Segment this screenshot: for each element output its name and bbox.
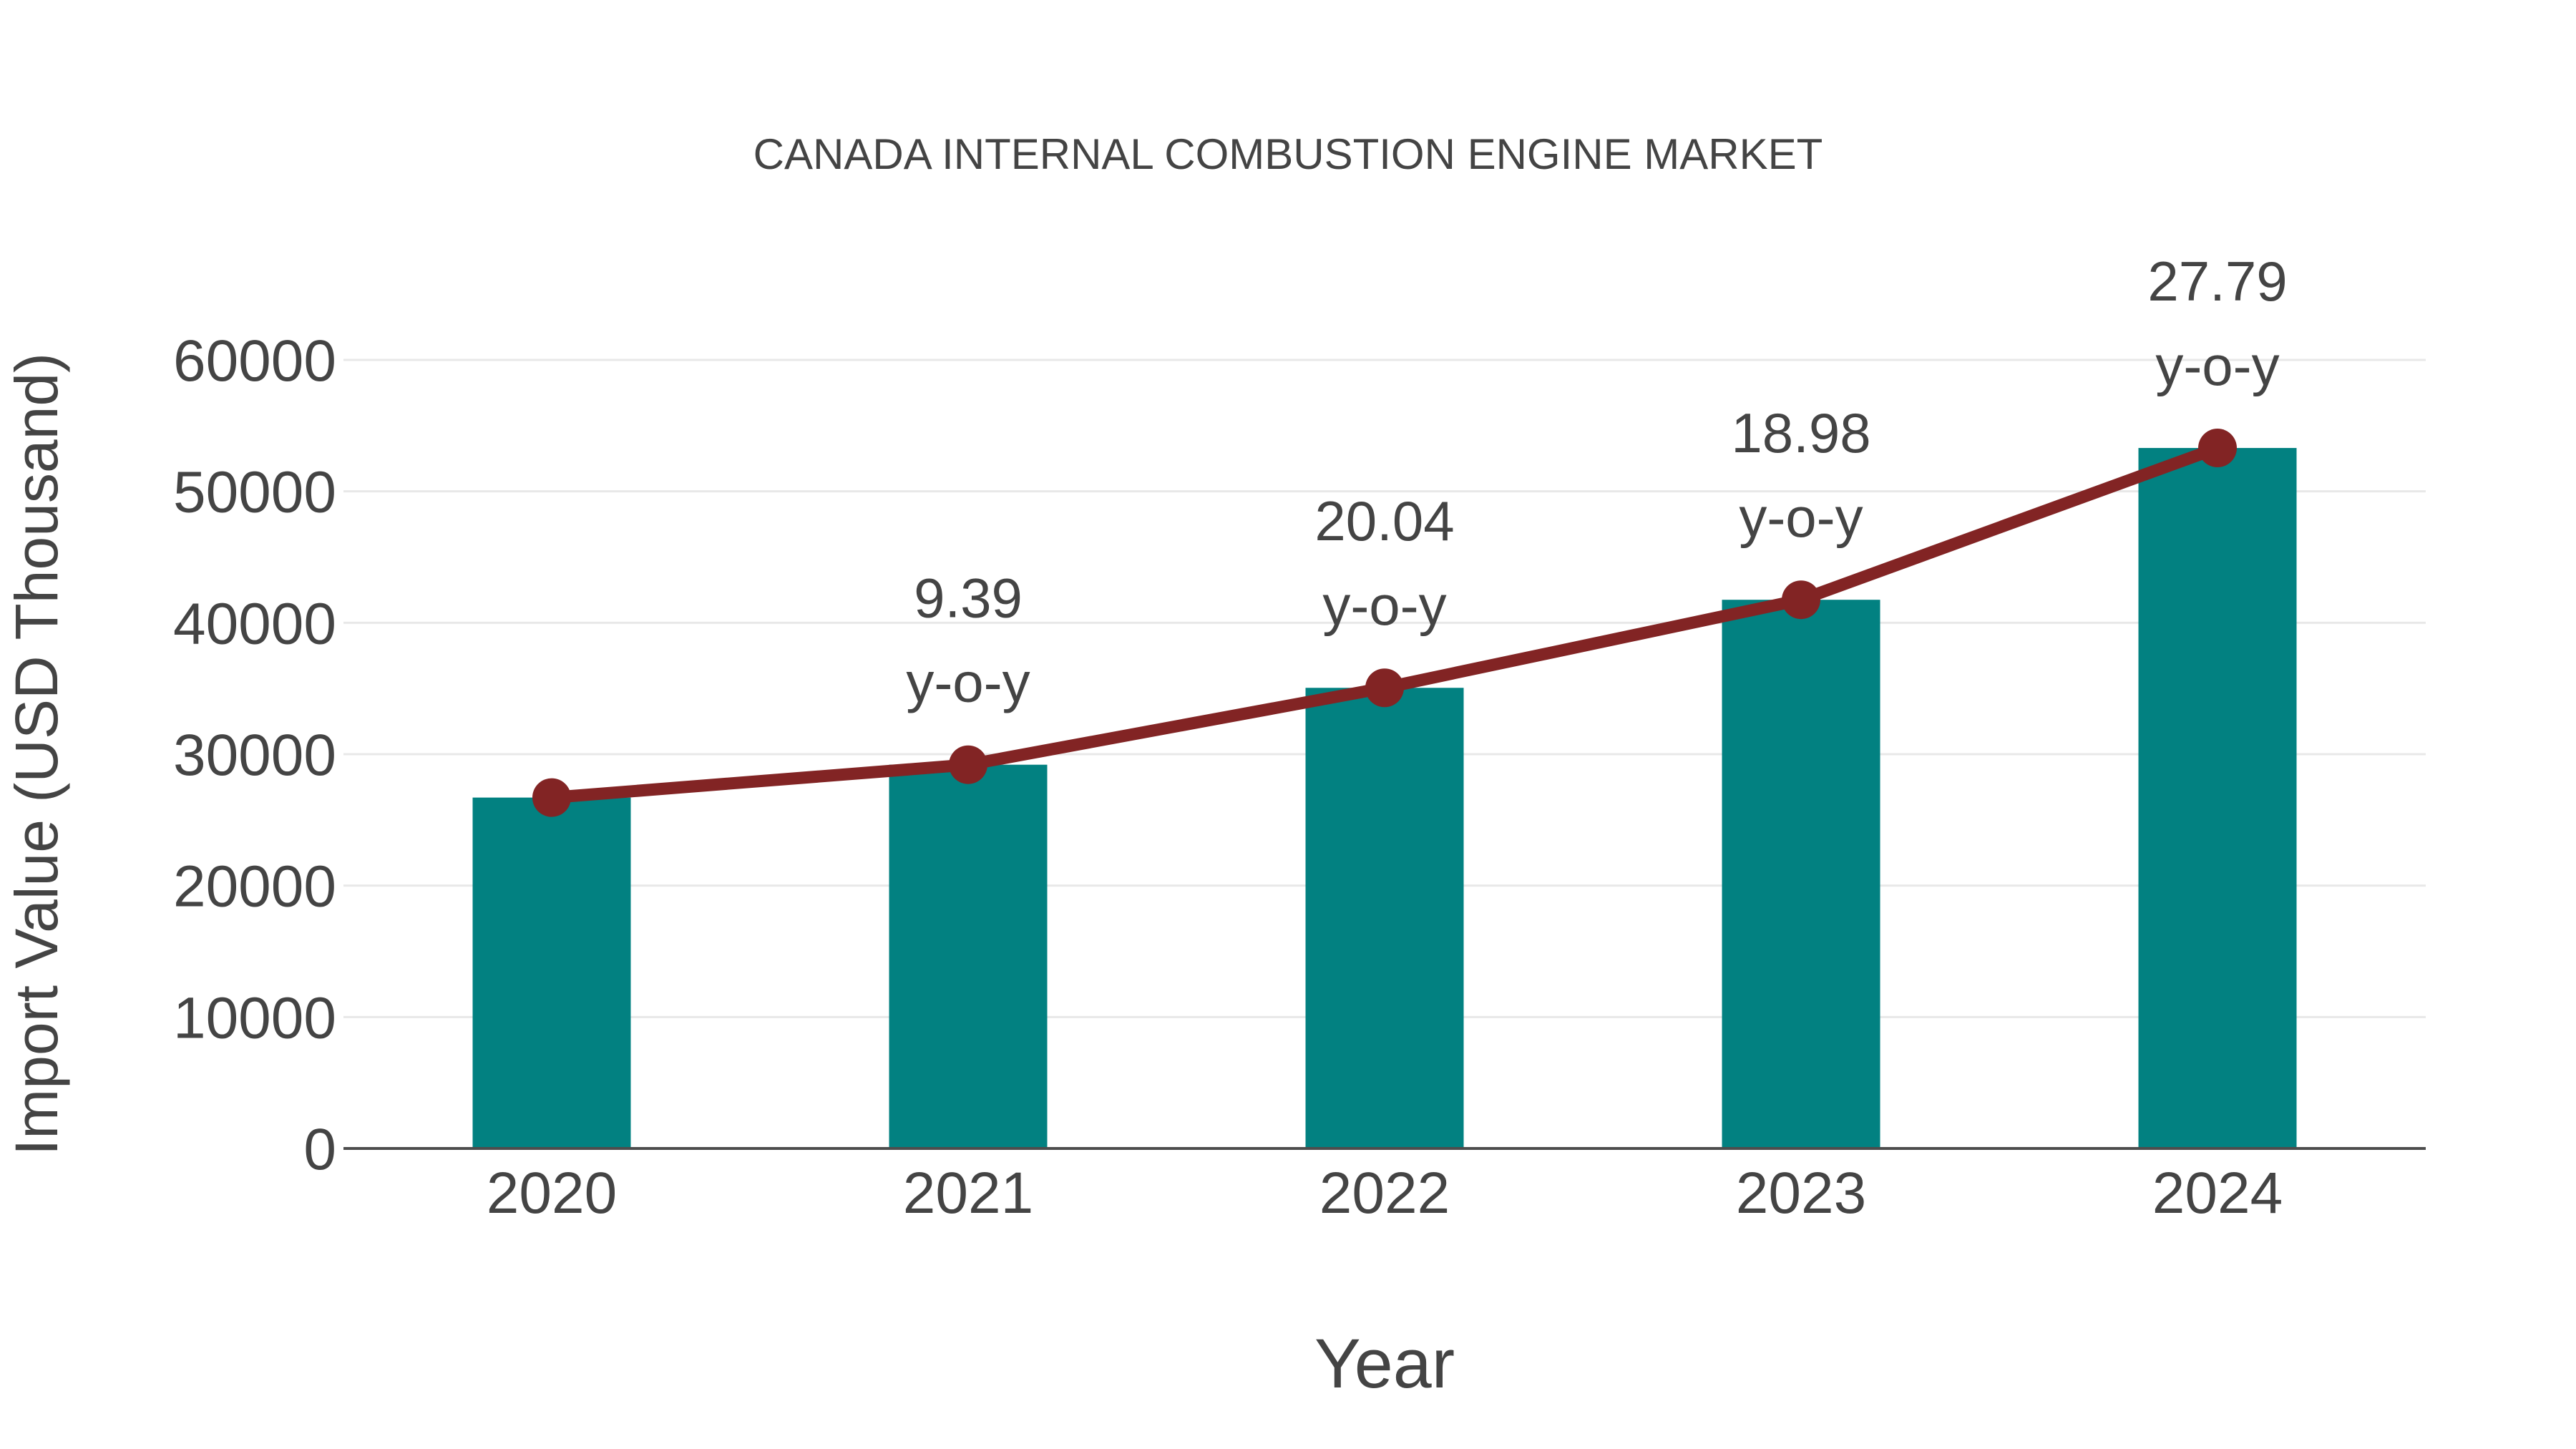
y-tick-label-0: 0	[303, 1117, 336, 1182]
bar-2021	[889, 764, 1048, 1148]
growth-value-label-2022: 20.04	[1314, 489, 1454, 552]
labels-layer: 0 10000 20000 30000 40000 50000 60000 2020 2021 2…	[173, 250, 2288, 1226]
y-tick-label-40000: 40000	[173, 591, 336, 656]
bar-2023	[1722, 600, 1880, 1148]
growth-marker-2021	[949, 745, 987, 784]
x-tick-label-2023: 2023	[1736, 1161, 1866, 1226]
y-axis-title: Import Value (USD Thousand)	[3, 353, 70, 1156]
y-tick-label-20000: 20000	[173, 854, 336, 919]
growth-value-label-2023: 18.98	[1731, 401, 1870, 464]
growth-value-label-2021: 9.39	[914, 567, 1023, 630]
x-tick-label-2022: 2022	[1319, 1161, 1450, 1226]
bar-2024	[2138, 448, 2297, 1148]
growth-yoy-label-2021: y-o-y	[906, 651, 1030, 714]
growth-yoy-label-2023: y-o-y	[1739, 486, 1863, 549]
y-tick-label-50000: 50000	[173, 460, 336, 525]
x-tick-label-2020: 2020	[487, 1161, 617, 1226]
bar-2020	[472, 797, 631, 1148]
y-tick-label-60000: 60000	[173, 328, 336, 394]
growth-marker-2022	[1365, 668, 1404, 708]
growth-value-label-2024: 27.79	[2147, 250, 2287, 313]
bars-layer	[472, 448, 2297, 1148]
growth-marker-2023	[1782, 580, 1820, 620]
growth-yoy-label-2024: y-o-y	[2155, 334, 2279, 397]
chart-title: CANADA INTERNAL COMBUSTION ENGINE MARKET	[753, 130, 1823, 178]
bar-2022	[1305, 688, 1464, 1148]
growth-marker-2024	[2198, 429, 2237, 468]
growth-line-layer	[532, 429, 2237, 817]
x-axis-title: Year	[1314, 1324, 1455, 1402]
growth-yoy-label-2022: y-o-y	[1322, 574, 1446, 637]
growth-marker-2020	[532, 778, 571, 817]
y-tick-label-30000: 30000	[173, 723, 336, 788]
y-tick-label-10000: 10000	[173, 985, 336, 1050]
x-tick-label-2024: 2024	[2152, 1161, 2283, 1226]
x-tick-label-2021: 2021	[903, 1161, 1033, 1226]
